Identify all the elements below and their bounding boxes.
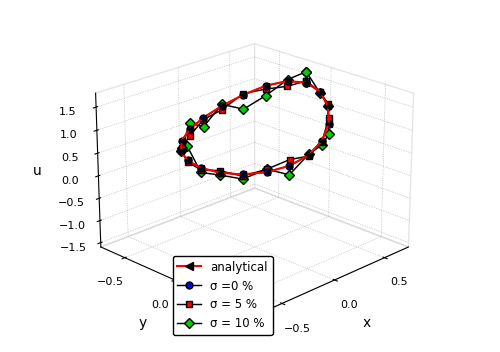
X-axis label: x: x xyxy=(362,316,371,331)
Legend: analytical, σ =0 %, σ = 5 %, σ = 10 %: analytical, σ =0 %, σ = 5 %, σ = 10 % xyxy=(172,256,272,335)
Y-axis label: y: y xyxy=(138,316,147,331)
